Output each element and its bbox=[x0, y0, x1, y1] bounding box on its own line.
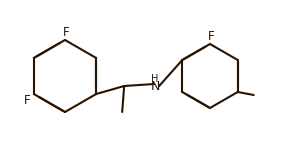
Text: N: N bbox=[151, 79, 160, 93]
Text: F: F bbox=[63, 26, 69, 40]
Text: H: H bbox=[151, 74, 159, 84]
Text: F: F bbox=[24, 95, 30, 107]
Text: F: F bbox=[208, 31, 214, 43]
